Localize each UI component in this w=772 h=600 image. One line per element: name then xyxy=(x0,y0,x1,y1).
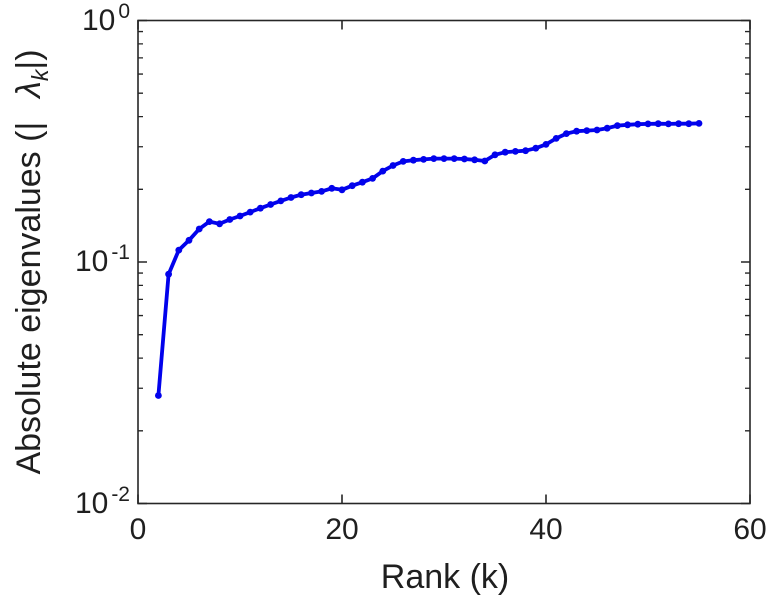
x-axis-label: Rank (k) xyxy=(380,558,510,596)
axes-box xyxy=(137,19,751,505)
x-tick-label: 40 xyxy=(529,513,563,546)
major-ticks xyxy=(137,19,751,505)
lambda-symbol: λ xyxy=(10,81,49,98)
y-axis-label-suffix: |) xyxy=(10,49,49,70)
y-tick-label: 10 0 xyxy=(81,0,130,37)
eigenvalue-markers xyxy=(155,120,703,399)
y-tick-label: 10 -1 xyxy=(74,241,130,278)
x-tick-label: 60 xyxy=(733,513,767,546)
eigenvalue-line xyxy=(156,121,701,398)
lambda-subscript: k xyxy=(26,69,53,82)
y-axis-label-prefix: Absolute eigenvalues (| xyxy=(10,121,49,475)
y-tick-label: 10 -2 xyxy=(74,482,130,520)
x-tick-label: 20 xyxy=(325,513,359,546)
x-tick-label: 0 xyxy=(129,513,147,546)
minor-ticks xyxy=(138,30,750,432)
